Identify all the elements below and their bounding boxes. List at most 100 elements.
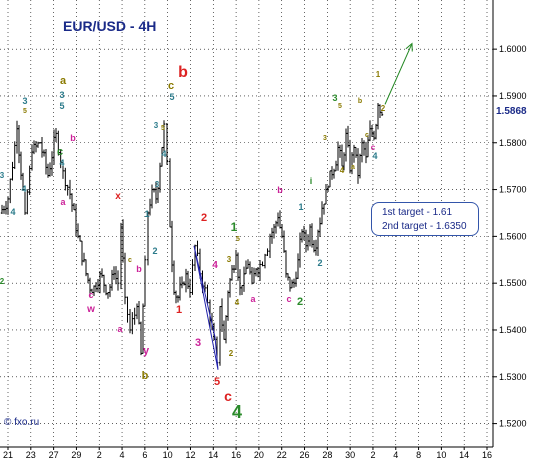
wave-label: a — [351, 164, 355, 171]
wave-label: 5 — [161, 125, 165, 132]
wave-label: 2 — [152, 246, 157, 256]
wave-label: c — [224, 388, 232, 404]
x-tick-label: 2 — [370, 450, 375, 460]
price-series — [0, 42, 413, 370]
projection-arrowhead — [405, 42, 413, 52]
x-tick-label: 30 — [345, 450, 355, 460]
wave-label: b — [142, 370, 149, 382]
wave-label: 3 — [155, 180, 160, 189]
wave-label: 1 — [176, 304, 182, 316]
x-tick-label: 14 — [208, 450, 218, 460]
wave-label: b — [70, 133, 76, 143]
price-axis: 1.6000 1.5900 1.5800 1.5700 1.5600 1.5500 1.54… — [493, 44, 527, 429]
wave-label: 3 — [323, 135, 327, 142]
y-tick-label: 1.5400 — [499, 325, 527, 335]
wave-label: 4 — [232, 402, 242, 422]
wave-label: 3 — [22, 96, 27, 106]
x-tick-label: 29 — [71, 450, 81, 460]
wave-label: 4 — [340, 166, 345, 175]
x-tick-label: 14 — [459, 450, 469, 460]
x-tick-label: 28 — [322, 450, 332, 460]
wave-label: 2 — [381, 104, 386, 113]
wave-label: 3 — [154, 121, 159, 130]
wave-label: 5 — [214, 376, 220, 388]
targets-box: 1st target - 1.61 2nd target - 1.6350 — [371, 202, 479, 236]
wave-label: 4 — [212, 260, 218, 271]
chart-grid — [0, 0, 494, 448]
y-tick-label: 1.5300 — [499, 372, 527, 382]
wave-label: 1 — [231, 220, 238, 234]
x-tick-label: 12 — [185, 450, 195, 460]
y-tick-label: 1.5900 — [499, 91, 527, 101]
wave-label: a — [117, 324, 123, 334]
target-2: 2nd target - 1.6350 — [382, 221, 467, 232]
wave-label: 5 — [236, 236, 240, 243]
wave-label: 1 — [376, 70, 381, 79]
wave-label: 2 — [229, 349, 234, 358]
wave-label: 4 — [235, 298, 240, 307]
wave-label: 2 — [317, 258, 322, 268]
wave-label: c — [88, 290, 93, 300]
y-tick-label: 1.5700 — [499, 185, 527, 195]
wave-label: 5 — [338, 103, 342, 110]
x-tick-label: 26 — [300, 450, 310, 460]
x-tick-label: 23 — [26, 450, 36, 460]
wave-label: c — [168, 80, 174, 92]
x-tick-label: 8 — [416, 450, 421, 460]
x-tick-label: 10 — [436, 450, 446, 460]
y-tick-label: 1.5500 — [499, 278, 527, 288]
x-tick-label: 6 — [142, 450, 147, 460]
wave-label: b — [178, 64, 188, 81]
wave-label: 3 — [332, 93, 337, 103]
date-axis: 21 23 27 29 2 4 6 10 12 14 16 20 22 26 28 30 2 4 8 10 14 16 — [3, 447, 492, 460]
fxo-watermark: © fxo.ru — [4, 417, 40, 428]
x-tick-label: 16 — [482, 450, 492, 460]
wave-label: 2 — [201, 212, 207, 224]
x-tick-label: 27 — [49, 450, 59, 460]
wave-label: 1 — [144, 209, 149, 219]
target-1: 1st target - 1.61 — [382, 207, 453, 218]
current-price-label: 1.5868 — [496, 106, 527, 117]
wave-label: c — [365, 132, 369, 139]
wave-label: 3 — [0, 171, 5, 180]
x-tick-label: 20 — [254, 450, 264, 460]
wave-label: 3 — [227, 255, 232, 264]
x-tick-label: 2 — [97, 450, 102, 460]
wave-label: 4 — [372, 151, 377, 161]
y-tick-label: 1.5200 — [499, 419, 527, 429]
wave-label: c — [57, 146, 63, 158]
x-tick-label: 10 — [163, 450, 173, 460]
wave-label: y — [143, 345, 150, 357]
wave-label: c — [286, 294, 291, 304]
wave-label: 4 — [59, 158, 64, 168]
wave-label: a — [60, 197, 66, 207]
y-tick-label: 1.5800 — [499, 138, 527, 148]
wave-label: 5 — [169, 92, 174, 102]
wave-label: 3 — [59, 90, 64, 100]
y-tick-label: 1.5600 — [499, 231, 527, 241]
wave-triangle — [193, 245, 219, 370]
wave-label: b — [277, 185, 283, 195]
x-tick-label: 21 — [3, 450, 13, 460]
x-tick-label: 4 — [393, 450, 398, 460]
x-tick-label: 16 — [231, 450, 241, 460]
wave-label: i — [310, 176, 313, 186]
wave-label: 4 — [21, 184, 26, 194]
wave-label: 1 — [298, 202, 303, 212]
x-tick-label: 4 — [120, 450, 125, 460]
wave-label: x — [115, 191, 121, 202]
x-tick-label: 22 — [277, 450, 287, 460]
wave-label: 5 — [23, 108, 27, 115]
wave-label: a — [250, 294, 256, 304]
chart-title: EUR/USD - 4H — [63, 18, 156, 34]
wave-label: 4 — [161, 149, 166, 159]
wave-label: a — [60, 75, 67, 87]
wave-label: b — [358, 98, 362, 105]
wave-label: w — [86, 304, 95, 315]
wave-label: 4 — [10, 207, 15, 217]
projection-line — [384, 43, 413, 105]
wave-label: c — [371, 143, 376, 152]
wave-label: 3 — [195, 337, 201, 349]
wave-label: 2 — [0, 277, 5, 286]
